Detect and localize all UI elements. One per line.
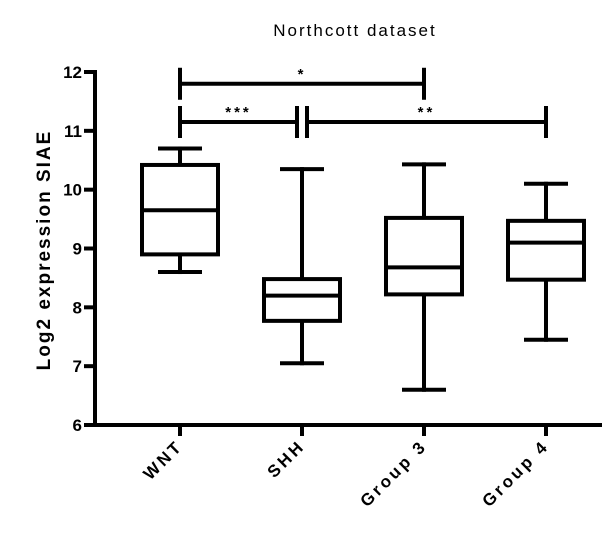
x-tick-label: Group 3 [356, 436, 430, 510]
y-tick-label: 8 [73, 298, 82, 317]
x-tick-label: WNT [140, 436, 187, 483]
x-tick-label: SHH [264, 436, 309, 481]
y-tick-label: 6 [73, 416, 82, 435]
y-axis-label: Log2 expression SIAE [34, 130, 55, 371]
box-iqr [506, 218, 586, 282]
y-tick-label: 7 [73, 357, 82, 376]
y-tick-label: 9 [73, 240, 82, 259]
significance-label: ** [418, 104, 436, 121]
box-iqr [384, 215, 464, 297]
significance-label: * [298, 66, 307, 83]
y-tick-label: 12 [63, 63, 82, 82]
y-tick-label: 11 [64, 122, 82, 141]
chart-title: Northcott dataset [273, 21, 436, 40]
box-iqr [262, 277, 342, 323]
x-tick-label: Group 4 [478, 436, 552, 510]
y-tick-label: 10 [63, 181, 82, 200]
significance-label: *** [225, 104, 252, 121]
